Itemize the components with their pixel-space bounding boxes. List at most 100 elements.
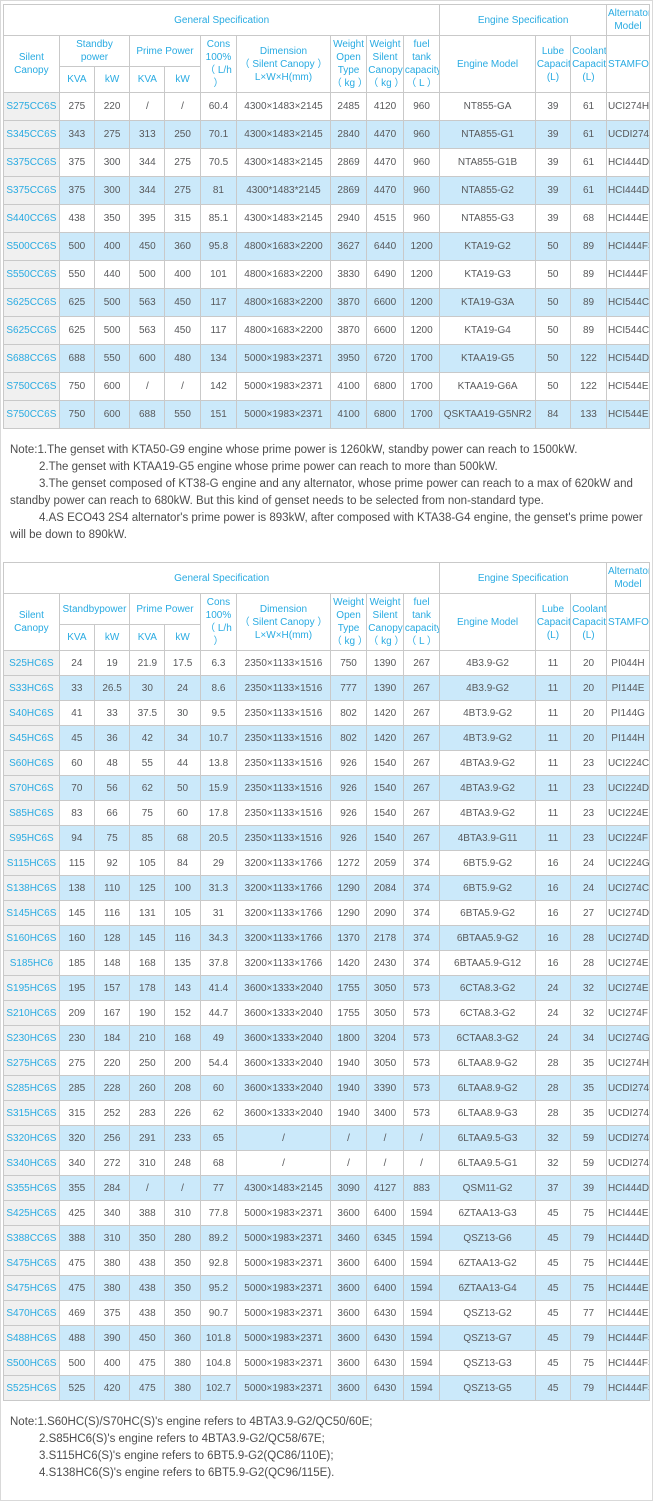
standby-kw-value: 300 [93,148,131,177]
model-link[interactable]: S285HC6S [3,1075,60,1101]
cons-value: 65 [199,1125,238,1151]
table-row: S475HC6S 475 380 438 350 95.2 5000×1983×2371 36… [3,1275,651,1301]
model-link[interactable]: S210HC6S [3,1000,60,1026]
model-link[interactable]: S488HC6S [3,1325,60,1351]
model-link[interactable]: S195HC6S [3,975,60,1001]
prime-kva-value: 75 [129,800,166,826]
stamford-model-value: HCI444F [605,260,651,289]
model-link[interactable]: S45HC6S [3,725,60,751]
model-link[interactable]: S500CC6S [3,232,60,261]
model-link[interactable]: S60HC6S [3,750,60,776]
model-link[interactable]: S425HC6S [3,1200,60,1226]
weight-silent-value: 2059 [366,850,404,876]
lube-capacity-value: 16 [534,850,572,876]
model-link[interactable]: S470HC6S [3,1300,60,1326]
weight-open-header: Weight Open Type （ kg ） [329,593,368,651]
table-row: S33HC6S 33 26.5 30 24 8.6 2350×1133×1516 777 139… [3,675,651,701]
standby-kva-value: 469 [58,1300,95,1326]
weight-open-value: 802 [329,725,368,751]
model-link[interactable]: S750CC6S [3,372,60,401]
prime-kw-value: 116 [164,925,201,951]
model-link[interactable]: S525HC6S [3,1375,60,1401]
dimension-value: 2350×1133×1516 [236,675,331,701]
fuel-tank-value: 960 [402,120,441,149]
cons-value: 95.8 [199,232,238,261]
model-link[interactable]: S185HC6 [3,950,60,976]
model-link[interactable]: S625CC6S [3,288,60,317]
cons-value: 85.1 [199,204,238,233]
weight-open-value: 1755 [329,975,368,1001]
weight-open-value: 1940 [329,1050,368,1076]
standby-kva-value: 488 [58,1325,95,1351]
table-row: S388CC6S 388 310 350 280 89.2 5000×1983×2371 34… [3,1225,651,1251]
model-link[interactable]: S25HC6S [3,650,60,676]
fuel-tank-value: 1200 [402,316,441,345]
model-link[interactable]: S320HC6S [3,1125,60,1151]
model-link[interactable]: S275CC6S [3,92,60,121]
stamford-model-value: UCDI274K [605,120,651,149]
model-link[interactable]: S475HC6S [3,1275,60,1301]
standby-kw-value: 350 [93,204,131,233]
model-link[interactable]: S475HC6S [3,1250,60,1276]
model-link[interactable]: S375CC6S [3,148,60,177]
weight-open-value: 1370 [329,925,368,951]
model-link[interactable]: S500HC6S [3,1350,60,1376]
model-link[interactable]: S230HC6S [3,1025,60,1051]
model-link[interactable]: S355HC6S [3,1175,60,1201]
coolant-capacity-value: 61 [570,148,607,177]
weight-open-header: Weight Open Type （ kg ） [329,35,368,93]
model-link[interactable]: S750CC6S [3,400,60,429]
standby-kva-value: 145 [58,900,95,926]
coolant-capacity-value: 59 [570,1150,607,1176]
dimension-value: 3200×1133×1766 [236,900,331,926]
cons-value: 62 [199,1100,238,1126]
table-row: S138HC6S 138 110 125 100 31.3 3200×1133×1766 12… [3,875,651,901]
model-link[interactable]: S345CC6S [3,120,60,149]
model-link[interactable]: S160HC6S [3,925,60,951]
standby-kw-value: 220 [93,1050,131,1076]
model-link[interactable]: S625CC6S [3,316,60,345]
fuel-tank-value: 883 [402,1175,441,1201]
prime-kva-value: 37.5 [129,700,166,726]
lube-capacity-value: 11 [534,650,572,676]
model-link[interactable]: S688CC6S [3,344,60,373]
model-link[interactable]: S145HC6S [3,900,60,926]
weight-open-value: 1272 [329,850,368,876]
model-link[interactable]: S315HC6S [3,1100,60,1126]
engine-spec-header: Engine Specification [439,562,607,594]
model-link[interactable]: S340HC6S [3,1150,60,1176]
model-link[interactable]: S70HC6S [3,775,60,801]
engine-model-value: KTA19-G2 [439,232,536,261]
model-link[interactable]: S115HC6S [3,850,60,876]
model-link[interactable]: S95HC6S [3,825,60,851]
dimension-value: 5000×1983×2371 [236,372,331,401]
table-row: S340HC6S 340 272 310 248 68// //6LTAA9.5-G1 32 5… [3,1150,651,1176]
standby-kva-value: 275 [58,92,95,121]
model-link[interactable]: S40HC6S [3,700,60,726]
weight-silent-value: 6600 [366,316,404,345]
model-link[interactable]: S33HC6S [3,675,60,701]
silent-canopy-header: Silent Canopy [3,593,60,651]
dimension-value: 3200×1133×1766 [236,925,331,951]
model-link[interactable]: S388CC6S [3,1225,60,1251]
engine-model-value: 4BT3.9-G2 [439,725,536,751]
model-link[interactable]: S138HC6S [3,875,60,901]
model-link[interactable]: S275HC6S [3,1050,60,1076]
dimension-value: 4300×1483×2145 [236,92,331,121]
model-link[interactable]: S375CC6S [3,176,60,205]
weight-silent-value: 6490 [366,260,404,289]
engine-model-value: 6LTAA8.9-G2 [439,1050,536,1076]
model-link[interactable]: S85HC6S [3,800,60,826]
fuel-tank-value: 1594 [402,1375,441,1401]
fuel-tank-value: 374 [402,950,441,976]
prime-kva-value: 168 [129,950,166,976]
cons-value: 37.8 [199,950,238,976]
lube-capacity-value: 11 [534,825,572,851]
fuel-tank-header: fuel tank capacity （ L ） [402,593,441,651]
fuel-tank-value: / [402,1125,441,1151]
model-link[interactable]: S550CC6S [3,260,60,289]
weight-open-value: / [329,1125,368,1151]
cons-value: 31.3 [199,875,238,901]
model-link[interactable]: S440CC6S [3,204,60,233]
table-row: S115HC6S 115 92 105 84 29 3200×1133×1766 1272 20… [3,850,651,876]
